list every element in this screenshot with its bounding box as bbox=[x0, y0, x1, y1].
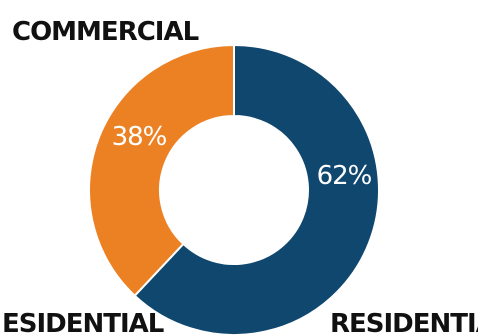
slice-value-commercial: 38% bbox=[112, 122, 167, 152]
label-commercial: COMMERCIAL bbox=[12, 17, 199, 47]
donut-slice-commercial bbox=[88, 43, 235, 298]
label-residential-left: ESIDENTIAL bbox=[2, 309, 164, 335]
slice-value-residential: 62% bbox=[317, 161, 372, 191]
donut-slice-residential bbox=[133, 43, 381, 335]
donut-slices bbox=[88, 43, 381, 335]
label-residential-right: RESIDENTIAL bbox=[330, 309, 478, 335]
